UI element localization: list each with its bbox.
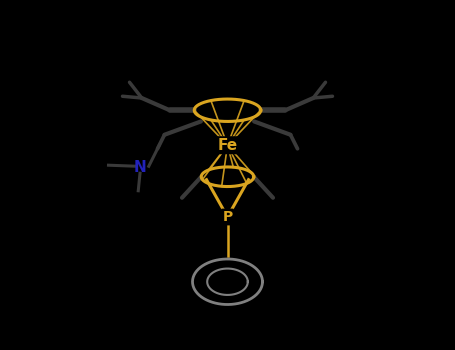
Text: Fe: Fe (217, 138, 238, 153)
Text: P: P (222, 210, 233, 224)
Text: N: N (134, 161, 147, 175)
